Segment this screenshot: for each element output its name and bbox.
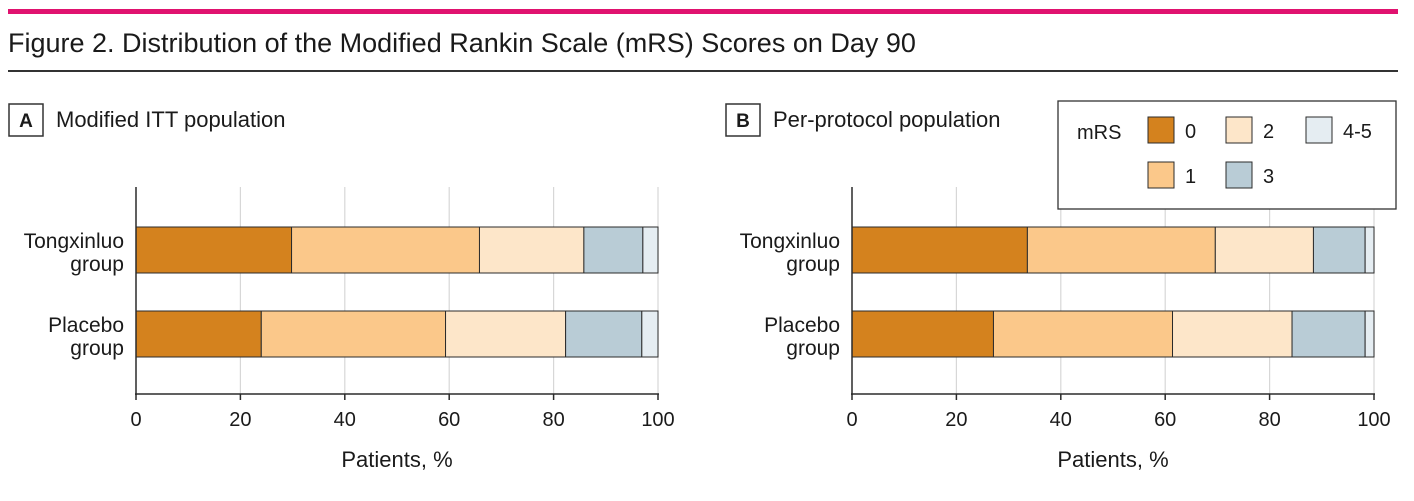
category-label: Placebo group [48,314,124,360]
category-label-line: group [70,337,124,360]
bar-segment-mrs-1 [992,310,1174,358]
bar-segment-mrs-4-5 [1364,226,1375,274]
bar-segment-mrs-2 [445,310,567,358]
category-label-line: group [786,337,840,360]
bar-segment-mrs-3 [1312,226,1366,274]
bar-segment-mrs-3 [565,310,643,358]
bar-segment-mrs-1 [260,310,447,358]
panel-badge-box [725,103,761,137]
x-tick-label: 80 [1258,409,1280,431]
legend-label: 0 [1185,121,1196,143]
category-label-line: group [70,253,124,276]
bar-segment-mrs-2 [1172,310,1293,358]
bar-segment-mrs-2 [478,226,585,274]
bar-segment-mrs-0 [135,310,262,358]
bar-segment-mrs-4-5 [1364,310,1375,358]
x-axis-label: Patients, % [1057,447,1168,472]
bar-segment-mrs-1 [291,226,480,274]
panel-title: Per-protocol population [773,107,1000,132]
legend-swatch-mrs-2 [1225,116,1253,144]
legend-label: 4-5 [1343,121,1372,143]
legend-swatch-mrs-1 [1147,161,1175,189]
bar-segment-mrs-3 [1291,310,1366,358]
legend-label: 3 [1263,166,1274,188]
category-label: Tongxinluo group [24,230,124,276]
panel-title: Modified ITT population [56,107,286,132]
legend-label: 1 [1185,166,1196,188]
bar-segment-mrs-3 [583,226,644,274]
figure-title: Figure 2. Distribution of the Modified R… [8,28,916,58]
legend-title: mRS [1077,122,1121,144]
x-axis-label: Patients, % [341,447,452,472]
x-tick-label: 80 [542,409,564,431]
legend: mRS 0 1 2 3 4-5 [1057,100,1397,210]
x-tick-label: 60 [1154,409,1176,431]
panel-label: A [19,111,33,132]
x-tick-label: 20 [229,409,251,431]
legend-label: 2 [1263,121,1274,143]
figure-accent-bar [8,9,1398,14]
category-label-line: Placebo [48,314,124,337]
legend-swatch-mrs-4-5 [1305,116,1333,144]
x-tick-label: 40 [334,409,356,431]
category-label-line: Tongxinluo [24,230,124,253]
category-label: Placebo group [764,314,840,360]
legend-swatch-mrs-0 [1147,116,1175,144]
legend-swatch-mrs-3 [1225,161,1253,189]
category-label-line: Tongxinluo [740,230,840,253]
x-tick-label: 0 [846,409,857,431]
x-tick-label: 60 [438,409,460,431]
x-tick-label: 0 [130,409,141,431]
bar-segment-mrs-0 [851,226,1028,274]
bar-segment-mrs-2 [1214,226,1314,274]
title-divider [8,70,1398,72]
bar-segment-mrs-4-5 [642,226,659,274]
bar-segment-mrs-4-5 [641,310,659,358]
x-tick-label: 100 [641,409,674,431]
x-tick-label: 40 [1050,409,1072,431]
category-label-line: Placebo [764,314,840,337]
panel-label: B [736,111,750,132]
bar-segment-mrs-1 [1026,226,1216,274]
x-tick-label: 100 [1357,409,1390,431]
x-tick-label: 20 [945,409,967,431]
bar-segment-mrs-0 [135,226,293,274]
panel-badge-box [8,103,44,137]
category-label: Tongxinluo group [740,230,840,276]
category-label-line: group [786,253,840,276]
bar-segment-mrs-0 [851,310,994,358]
